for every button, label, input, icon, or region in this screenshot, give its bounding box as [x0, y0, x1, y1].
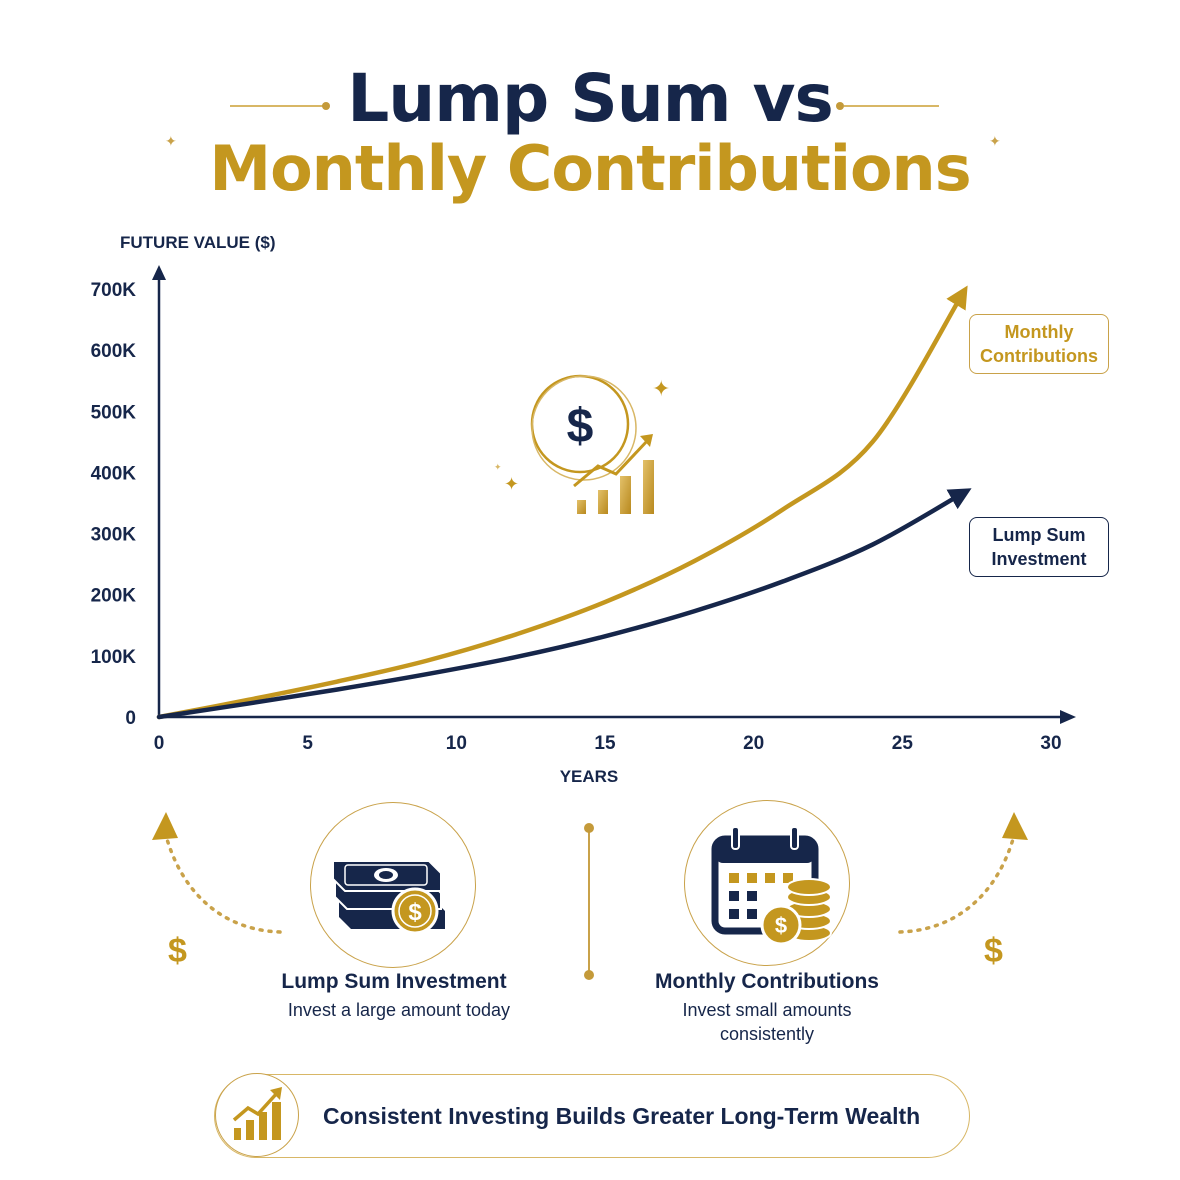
dollar-growth-icon: $ ✦ ✦ ✦ [494, 374, 670, 514]
x-tick-label: 0 [154, 733, 165, 754]
title-ornament-dot-left [322, 102, 330, 110]
lump-sum-card-title: Lump Sum Investment [281, 970, 507, 993]
series-layer [156, 285, 972, 720]
x-tick-label: 20 [743, 733, 764, 754]
x-tick-label: 5 [302, 733, 313, 754]
x-axis-title: YEARS [560, 767, 619, 786]
x-axis-arrowhead [1060, 710, 1076, 724]
y-tick-label: 600K [91, 341, 137, 362]
monthly-card-desc: Invest small amounts consistently [682, 1000, 852, 1044]
x-tick-label: 10 [446, 733, 467, 754]
y-tick-label: 0 [125, 708, 136, 729]
monthly-icon-circle: $ [684, 800, 850, 966]
banner-text: Consistent Investing Builds Greater Long… [323, 1103, 921, 1129]
y-tick-label: 400K [91, 463, 137, 484]
left-dotted-arrow [152, 812, 282, 934]
monthly-card-title: Monthly Contributions [655, 970, 879, 993]
cash-stack-icon: $ [332, 860, 445, 935]
y-axis-title: FUTURE VALUE ($) [120, 233, 276, 252]
dollar-sign-icon-left: $ [168, 932, 187, 970]
svg-text:$: $ [408, 899, 422, 926]
chart-axes [152, 265, 1076, 724]
series-line-monthly-contributions [156, 285, 968, 720]
bottom-banner: Consistent Investing Builds Greater Long… [214, 1073, 970, 1158]
banner-icon-circle [215, 1073, 299, 1157]
page-title: Lump Sum vs [347, 60, 834, 137]
growth-chart: FUTURE VALUE ($) YEARS 0 100K 200K 300K 400K… [91, 233, 1076, 786]
growth-chart-icon [232, 1087, 282, 1140]
legend-monthly-contributions: Monthly Contributions [969, 314, 1109, 374]
lump-sum-card-desc: Invest a large amount today [287, 1000, 511, 1020]
sparkle-icon: ✦ [165, 134, 177, 150]
right-dotted-arrow [898, 812, 1028, 934]
y-tick-label: 300K [91, 525, 137, 546]
legend-lump-sum: Lump Sum Investment [969, 517, 1109, 577]
series-line-lump-sum [156, 488, 972, 720]
x-tick-label: 30 [1040, 733, 1061, 754]
y-tick-label: 200K [91, 586, 137, 607]
title-ornament-dot-right [836, 102, 844, 110]
divider-dot-top [584, 823, 594, 833]
y-tick-label: 500K [91, 402, 137, 423]
x-tick-label: 25 [892, 733, 914, 754]
x-tick-label: 15 [594, 733, 616, 754]
y-tick-label: 100K [91, 647, 137, 668]
y-tick-label: 700K [91, 280, 137, 301]
legend-lump-label: Lump Sum Investment [991, 525, 1087, 569]
svg-text:✦: ✦ [652, 377, 670, 402]
title-ornament-line-right [844, 105, 939, 107]
legend-monthly-label: Monthly Contributions [980, 322, 1098, 366]
lump-sum-icon-circle: $ [310, 802, 476, 968]
dollar-sign-icon-right: $ [984, 932, 1003, 970]
divider-dot-bottom [584, 970, 594, 980]
svg-text:$: $ [775, 913, 787, 938]
y-tick-labels: 0 100K 200K 300K 400K 500K 600K 700K [91, 280, 137, 729]
page-subtitle: Monthly Contributions [209, 132, 971, 205]
y-axis-arrowhead [152, 265, 166, 280]
svg-text:✦: ✦ [494, 463, 502, 473]
svg-text:$: $ [567, 400, 594, 453]
svg-text:✦: ✦ [504, 474, 519, 495]
title-ornament-line-left [230, 105, 325, 107]
sparkle-icon: ✦ [989, 134, 1001, 150]
x-tick-labels: 0 5 10 15 20 25 30 [154, 733, 1062, 754]
card-divider [588, 828, 590, 976]
calendar-coins-icon: $ [711, 826, 832, 946]
